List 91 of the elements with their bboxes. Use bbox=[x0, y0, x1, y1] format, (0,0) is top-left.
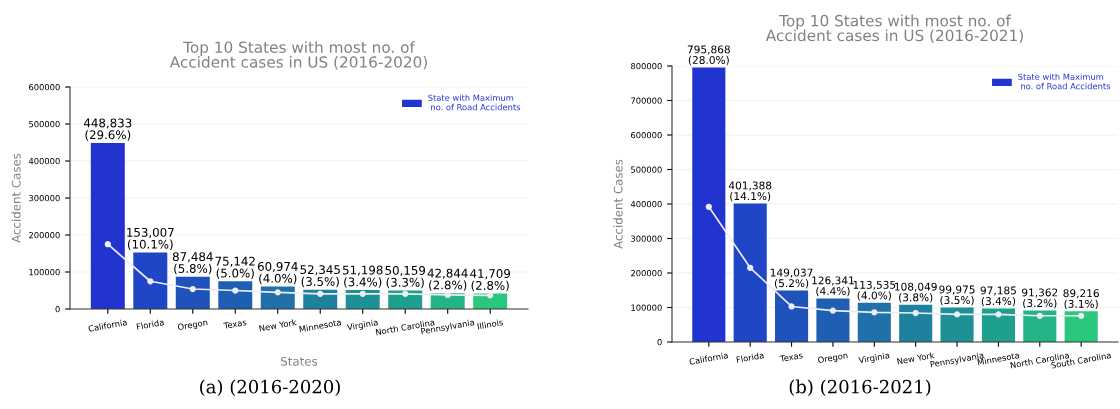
point bbox=[995, 311, 1002, 318]
x-tick-label: Oregon bbox=[177, 318, 208, 332]
chart-title: Top 10 States with most no. of Accident cases in US (2016-2020) bbox=[169, 41, 427, 70]
y-tick-label: 500000 bbox=[631, 166, 662, 173]
data-label: 99,975 (3.5%) bbox=[939, 285, 975, 306]
bar bbox=[857, 302, 891, 342]
x-axis-title: States bbox=[281, 356, 318, 366]
bar bbox=[218, 281, 253, 309]
point bbox=[274, 289, 281, 296]
y-tick-label: 0 bbox=[55, 305, 60, 313]
y-tick-label: 800000 bbox=[631, 62, 662, 70]
data-label: 51,198 (3.4%) bbox=[342, 265, 383, 288]
data-label: 75,142 (5.0%) bbox=[215, 256, 255, 279]
point bbox=[953, 311, 961, 318]
bar bbox=[981, 308, 1015, 342]
point bbox=[317, 290, 324, 297]
point bbox=[189, 285, 196, 293]
point bbox=[788, 303, 795, 310]
point bbox=[444, 291, 451, 299]
bar bbox=[816, 298, 850, 342]
data-label: 97,185 (3.4%) bbox=[980, 286, 1016, 307]
bar bbox=[133, 252, 168, 309]
y-tick-label: 500000 bbox=[29, 120, 60, 128]
bar bbox=[1064, 311, 1098, 342]
point bbox=[487, 292, 494, 299]
data-label: 89,216 (3.1%) bbox=[1063, 289, 1099, 310]
point bbox=[912, 309, 919, 317]
y-tick-label: 400000 bbox=[28, 157, 60, 165]
point bbox=[705, 203, 712, 210]
y-tick-label: 200000 bbox=[631, 269, 662, 277]
y-tick-label: 600000 bbox=[29, 83, 60, 91]
bar bbox=[733, 203, 767, 342]
y-tick-label: 100000 bbox=[631, 304, 662, 311]
data-label: 52,345 (3.5%) bbox=[300, 265, 340, 288]
y-tick-label: 200000 bbox=[29, 231, 60, 239]
point bbox=[147, 278, 154, 285]
point bbox=[359, 290, 366, 297]
text: (a) (2016-2020) bbox=[200, 379, 340, 397]
x-tick-label: Florida bbox=[736, 351, 764, 363]
data-label: 795,868 (28.0%) bbox=[687, 45, 730, 66]
y-tick-label: 600000 bbox=[631, 131, 662, 139]
data-label: 153,007 (10.1%) bbox=[127, 227, 174, 251]
bar bbox=[175, 276, 210, 309]
point bbox=[1078, 312, 1085, 319]
x-tick-label: Florida bbox=[136, 318, 164, 330]
point bbox=[829, 307, 837, 314]
bar bbox=[899, 304, 933, 342]
bar bbox=[90, 142, 125, 309]
point bbox=[871, 309, 878, 316]
bar bbox=[692, 67, 726, 342]
data-label: 87,484 (5.8%) bbox=[172, 252, 213, 275]
y-tick-label: 300000 bbox=[631, 235, 662, 242]
data-label: 149,037 (5.2%) bbox=[770, 268, 813, 289]
x-tick-label: California bbox=[88, 318, 127, 332]
y-axis-title: Accident Cases bbox=[11, 153, 21, 243]
point bbox=[104, 241, 111, 248]
data-label: 126,341 (4.4%) bbox=[812, 276, 854, 297]
point bbox=[1036, 312, 1043, 319]
x-tick-label: California bbox=[689, 351, 728, 365]
data-label: 91,362 (3.2%) bbox=[1022, 288, 1058, 309]
data-label: 108,049 (3.8%) bbox=[895, 282, 937, 303]
x-tick-label: Texas bbox=[779, 352, 803, 363]
point bbox=[232, 287, 239, 294]
y-tick-label: 300000 bbox=[29, 194, 60, 202]
x-tick-label: Illinois bbox=[477, 318, 504, 330]
y-axis-title: Accident Cases bbox=[613, 159, 623, 249]
y-tick-label: 100000 bbox=[29, 268, 60, 276]
data-label: 50,159 (3.3%) bbox=[385, 265, 426, 289]
y-tick-label: 0 bbox=[657, 338, 662, 346]
data-label: 60,974 (4.0%) bbox=[257, 261, 298, 285]
x-tick-label: Virginia bbox=[858, 351, 890, 366]
x-tick-label: Oregon bbox=[817, 351, 849, 365]
x-tick-label: New York bbox=[259, 318, 297, 332]
point bbox=[747, 264, 754, 271]
x-tick-label: Minnesota bbox=[299, 318, 342, 333]
data-label: 401,388 (14.1%) bbox=[728, 181, 772, 202]
text: (b) (2016-2021) bbox=[789, 379, 931, 397]
data-label: 42,844 (2.8%) bbox=[427, 268, 468, 291]
data-label: 113,535 (4.0%) bbox=[853, 280, 896, 301]
bar bbox=[1023, 310, 1057, 342]
legend-label: State with Maximum no. of Road Accidents bbox=[1018, 73, 1111, 90]
bar bbox=[775, 290, 809, 342]
x-tick-label: Texas bbox=[223, 319, 247, 330]
bar bbox=[940, 307, 974, 342]
point bbox=[402, 290, 409, 297]
y-tick-label: 700000 bbox=[631, 97, 662, 104]
legend-label: State with Maximum no. of Road Accidents bbox=[428, 94, 521, 111]
data-label: 41,709 (2.8%) bbox=[470, 269, 511, 292]
y-tick-label: 400000 bbox=[630, 200, 662, 208]
data-label: 448,833 (29.6%) bbox=[83, 118, 132, 141]
chart-title: Top 10 States with most no. of Accident cases in US (2016-2021) bbox=[765, 14, 1023, 44]
